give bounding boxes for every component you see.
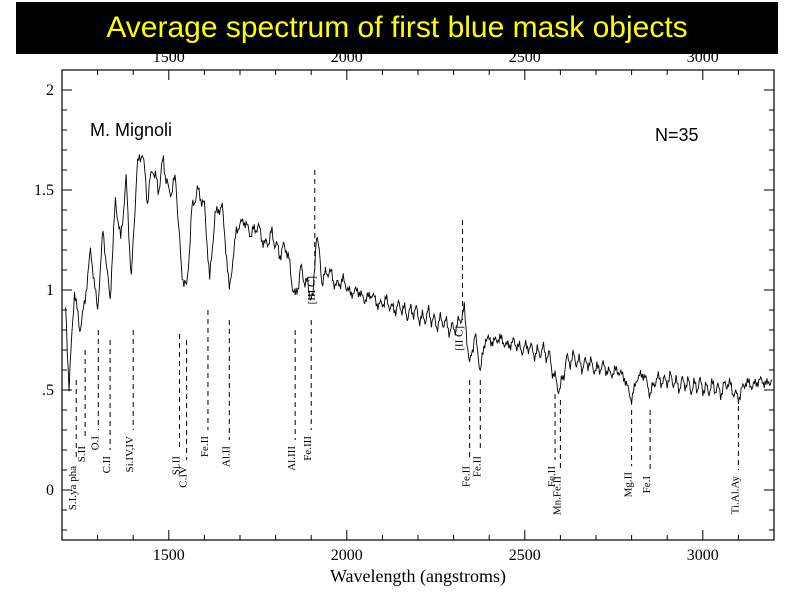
svg-text:Al.II: Al.II — [220, 446, 232, 467]
svg-text:S.I.ya pha: S.I.ya pha — [67, 466, 79, 510]
svg-text:3000: 3000 — [687, 49, 719, 66]
svg-text:2500: 2500 — [509, 547, 541, 564]
svg-text:C.IV: C.IV — [178, 466, 190, 488]
svg-text:.5: .5 — [42, 382, 54, 399]
svg-text:Wavelength (angstroms): Wavelength (angstroms) — [330, 566, 506, 587]
svg-text:1500: 1500 — [153, 49, 185, 66]
svg-text:Fe.II: Fe.II — [471, 456, 483, 477]
svg-text:2500: 2500 — [509, 49, 541, 66]
svg-text:C.II: C.II — [101, 456, 113, 474]
svg-text:Si.IV,IV: Si.IV,IV — [124, 436, 136, 473]
svg-text:[II C]: [II C] — [454, 326, 466, 351]
spectrum-chart: 1500 1500 2000 2000 2500 2500 3000 3000 0 .5 1 1.5 2… — [0, 0, 794, 596]
svg-text:2000: 2000 — [331, 547, 363, 564]
svg-text:Al.III: Al.III — [286, 446, 298, 471]
svg-text:Mg.II: Mg.II — [623, 472, 635, 498]
svg-text:O.I: O.I — [89, 436, 101, 451]
svg-text:1.5: 1.5 — [34, 182, 54, 199]
svg-text:Fe.III: Fe.III — [302, 436, 314, 461]
svg-text:3000: 3000 — [687, 547, 719, 564]
svg-text:2: 2 — [46, 82, 54, 99]
svg-text:Fe.II: Fe.II — [199, 436, 211, 457]
svg-text:Mn.Fe.II: Mn.Fe.II — [551, 476, 563, 515]
svg-text:S.II: S.II — [76, 446, 88, 463]
svg-text:1500: 1500 — [153, 547, 185, 564]
svg-text:[III C]: [III C] — [306, 276, 318, 304]
svg-text:1: 1 — [46, 282, 54, 299]
svg-text:0: 0 — [46, 482, 54, 499]
svg-text:2000: 2000 — [331, 49, 363, 66]
svg-text:Fe.I: Fe.I — [641, 476, 653, 494]
svg-text:Ti.Al.Ay: Ti.Al.Ay — [729, 476, 741, 515]
